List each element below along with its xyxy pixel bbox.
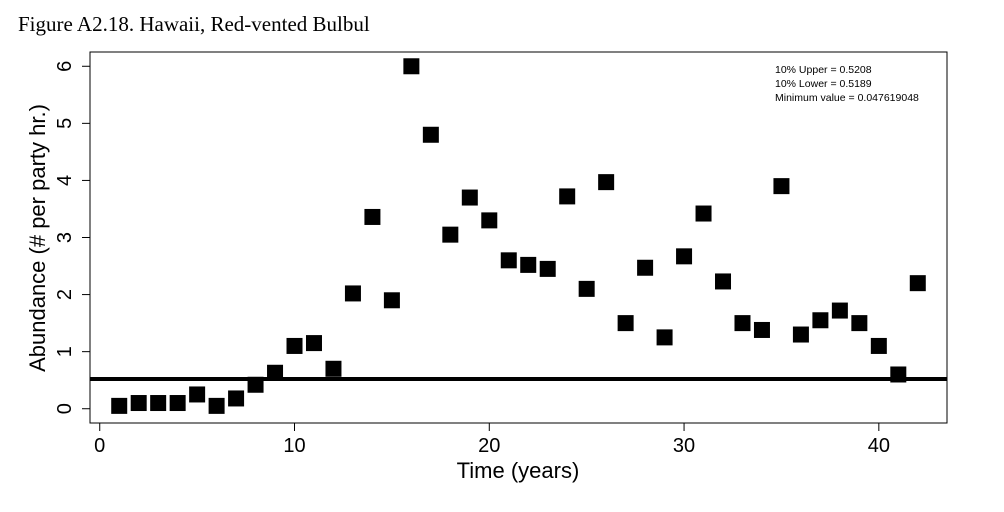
- y-tick-label: 1: [54, 346, 76, 357]
- data-point: [890, 366, 907, 383]
- y-tick-label: 0: [54, 403, 76, 414]
- data-points: [111, 58, 926, 414]
- data-point: [753, 321, 770, 338]
- data-point: [715, 273, 732, 290]
- data-point: [870, 337, 887, 354]
- data-point: [247, 376, 264, 393]
- y-tick-label: 4: [54, 175, 76, 186]
- data-point: [559, 188, 576, 205]
- data-point: [286, 337, 303, 354]
- data-point: [598, 174, 615, 191]
- data-point: [792, 326, 809, 343]
- stats-notes: 10% Upper = 0.5208 10% Lower = 0.5189 Mi…: [775, 64, 919, 104]
- data-point: [812, 312, 829, 329]
- data-point: [130, 395, 147, 412]
- data-point: [150, 395, 167, 412]
- data-point: [831, 302, 848, 319]
- data-point: [773, 178, 790, 195]
- data-point: [520, 256, 537, 273]
- plot-frame: [89, 51, 948, 424]
- data-point: [422, 126, 439, 143]
- data-point: [169, 395, 186, 412]
- data-point: [189, 386, 206, 403]
- data-point: [325, 360, 342, 377]
- x-tick-label: 0: [94, 435, 105, 457]
- data-point: [539, 260, 556, 277]
- data-point: [500, 252, 517, 269]
- data-point: [695, 205, 712, 222]
- data-point: [851, 315, 868, 332]
- y-tick-label: 6: [54, 61, 76, 72]
- data-point: [617, 315, 634, 332]
- data-point: [111, 397, 128, 414]
- data-point: [383, 292, 400, 309]
- data-point: [364, 208, 381, 225]
- data-point: [461, 189, 478, 206]
- data-point: [228, 390, 245, 407]
- note-upper: 10% Upper = 0.5208: [775, 64, 872, 76]
- x-axis: 0 10 20 30 40: [94, 423, 890, 457]
- data-point: [305, 335, 322, 352]
- x-tick-label: 40: [868, 435, 890, 457]
- y-tick-label: 2: [54, 289, 76, 300]
- data-point: [578, 280, 595, 297]
- figure-title: Figure A2.18. Hawaii, Red-vented Bulbul: [18, 12, 370, 36]
- note-minimum: Minimum value = 0.047619048: [775, 92, 919, 104]
- note-lower: 10% Lower = 0.5189: [775, 78, 872, 90]
- data-point: [481, 212, 498, 229]
- x-tick-label: 30: [673, 435, 695, 457]
- data-point: [208, 397, 225, 414]
- data-point: [267, 364, 284, 381]
- y-tick-label: 5: [54, 118, 76, 129]
- y-axis-label: Abundance (# per party hr.): [25, 104, 50, 372]
- y-tick-label: 3: [54, 232, 76, 243]
- x-axis-label: Time (years): [457, 458, 580, 483]
- x-tick-label: 20: [478, 435, 500, 457]
- x-tick-label: 10: [283, 435, 305, 457]
- data-point: [637, 259, 654, 276]
- data-point: [734, 315, 751, 332]
- data-point: [403, 58, 420, 75]
- y-axis: 0 1 2 3 4 5 6: [54, 61, 90, 414]
- data-point: [676, 248, 693, 265]
- data-point: [442, 226, 459, 243]
- data-point: [344, 285, 361, 302]
- data-point: [656, 329, 673, 346]
- data-point: [909, 275, 926, 292]
